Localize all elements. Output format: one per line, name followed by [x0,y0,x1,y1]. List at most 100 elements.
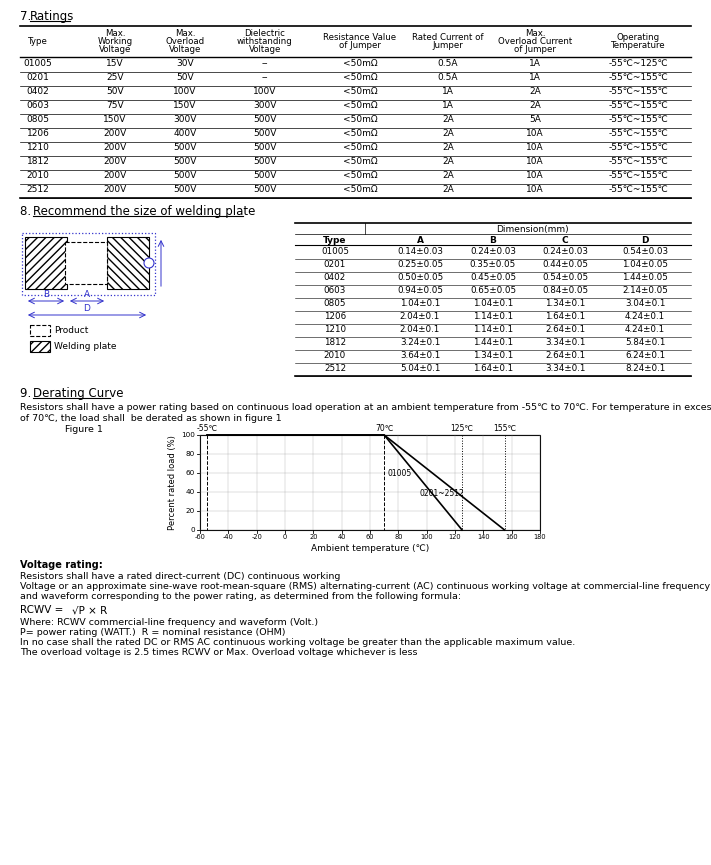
Text: -55℃: -55℃ [196,424,218,433]
Text: 2010: 2010 [26,171,50,180]
Text: Welding plate: Welding plate [54,342,117,351]
Text: 1.44±0.05: 1.44±0.05 [622,273,668,282]
Text: D: D [641,236,648,245]
Text: Max.: Max. [105,29,125,38]
Text: <50mΩ: <50mΩ [343,59,378,68]
Text: 100V: 100V [253,87,277,96]
Text: 7.: 7. [20,10,35,23]
Text: 0201: 0201 [324,260,346,269]
Text: 1A: 1A [442,101,454,110]
Text: withstanding: withstanding [237,37,293,46]
Text: <50mΩ: <50mΩ [343,185,378,194]
Text: 2.04±0.1: 2.04±0.1 [400,312,440,321]
Text: 40: 40 [338,534,346,540]
Text: 4.24±0.1: 4.24±0.1 [625,325,665,334]
Text: 150V: 150V [103,115,127,124]
Text: 0.24±0.03: 0.24±0.03 [470,247,516,256]
Text: 140: 140 [477,534,490,540]
Text: 0.5A: 0.5A [438,73,459,82]
Text: 0.25±0.05: 0.25±0.05 [397,260,443,269]
Text: 500V: 500V [253,115,277,124]
Text: 0.54±0.03: 0.54±0.03 [622,247,668,256]
Text: 500V: 500V [173,185,197,194]
Text: 1210: 1210 [26,143,50,152]
Text: Ambient temperature (℃): Ambient temperature (℃) [311,544,429,553]
Bar [200,435,540,530]
Text: Ratings: Ratings [30,10,75,23]
Text: 50V: 50V [106,87,124,96]
Text: 8.: 8. [20,205,38,218]
Text: D: D [84,304,90,313]
Text: Resistance Value: Resistance Value [324,33,397,42]
Text: 0805: 0805 [26,115,50,124]
Text: Resistors shall have a power rating based on continuous load operation at an amb: Resistors shall have a power rating base… [20,403,711,412]
Text: Voltage rating:: Voltage rating: [20,560,103,570]
Text: -55℃~155℃: -55℃~155℃ [608,157,668,166]
Text: 1206: 1206 [324,312,346,321]
Text: 300V: 300V [253,101,277,110]
Text: Voltage: Voltage [169,45,201,54]
Text: -55℃~155℃: -55℃~155℃ [608,101,668,110]
Text: --: -- [262,73,268,82]
Text: 0.50±0.05: 0.50±0.05 [397,273,443,282]
Text: Max.: Max. [525,29,545,38]
Text: 75V: 75V [106,101,124,110]
Text: -55℃~155℃: -55℃~155℃ [608,129,668,138]
Text: Type: Type [324,236,347,245]
Text: 1.14±0.1: 1.14±0.1 [473,312,513,321]
Bar [30,325,50,336]
Text: 1A: 1A [529,73,541,82]
Text: 1206: 1206 [26,129,50,138]
Text: The overload voltage is 2.5 times RCWV or Max. Overload voltage whichever is les: The overload voltage is 2.5 times RCWV o… [20,648,417,657]
Text: 3.24±0.1: 3.24±0.1 [400,338,440,347]
Text: 2.64±0.1: 2.64±0.1 [545,351,585,360]
Text: 0.94±0.05: 0.94±0.05 [397,286,443,295]
Text: -40: -40 [223,534,234,540]
Text: Recommend the size of welding plate: Recommend the size of welding plate [33,205,255,218]
Text: -55℃~125℃: -55℃~125℃ [608,59,668,68]
Text: 1.34±0.1: 1.34±0.1 [473,351,513,360]
Text: 10A: 10A [526,143,544,152]
Text: 1.64±0.1: 1.64±0.1 [545,312,585,321]
Text: of 70℃, the load shall  be derated as shown in figure 1: of 70℃, the load shall be derated as sho… [20,414,282,423]
Text: 500V: 500V [173,171,197,180]
Text: 160: 160 [506,534,518,540]
Text: 0.5A: 0.5A [438,59,459,68]
Text: Where: RCWV commercial-line frequency and waveform (Volt.): Where: RCWV commercial-line frequency an… [20,618,318,627]
Text: 10A: 10A [526,171,544,180]
Text: 0603: 0603 [26,101,50,110]
Text: Figure 1: Figure 1 [65,425,103,434]
Text: 0.54±0.05: 0.54±0.05 [542,273,588,282]
Text: -55℃~155℃: -55℃~155℃ [608,171,668,180]
Text: --: -- [262,59,268,68]
Text: -60: -60 [195,534,205,540]
Text: 1.14±0.1: 1.14±0.1 [473,325,513,334]
Text: 15V: 15V [106,59,124,68]
Text: 500V: 500V [253,185,277,194]
Text: Type: Type [28,36,48,46]
Text: 5.84±0.1: 5.84±0.1 [625,338,665,347]
Text: 500V: 500V [253,171,277,180]
Text: 30V: 30V [176,59,194,68]
Bar [65,242,107,284]
Circle shape [144,258,154,268]
Text: 3.04±0.1: 3.04±0.1 [625,299,665,308]
Text: <50mΩ: <50mΩ [343,73,378,82]
Text: -55℃~155℃: -55℃~155℃ [608,143,668,152]
Text: 10A: 10A [526,185,544,194]
Bar [107,237,149,289]
Text: 40: 40 [186,489,195,495]
Text: Overload: Overload [166,37,205,46]
Text: 1A: 1A [529,59,541,68]
Text: -55℃~155℃: -55℃~155℃ [608,73,668,82]
Text: A: A [84,290,90,299]
Text: 2A: 2A [442,143,454,152]
Text: 2A: 2A [442,157,454,166]
Text: 300V: 300V [173,115,197,124]
Text: 100: 100 [181,432,195,438]
Text: 60: 60 [186,470,195,476]
Text: 3.34±0.1: 3.34±0.1 [545,364,585,373]
Text: 1812: 1812 [324,338,346,347]
Text: 80: 80 [186,451,195,457]
Text: 500V: 500V [253,129,277,138]
